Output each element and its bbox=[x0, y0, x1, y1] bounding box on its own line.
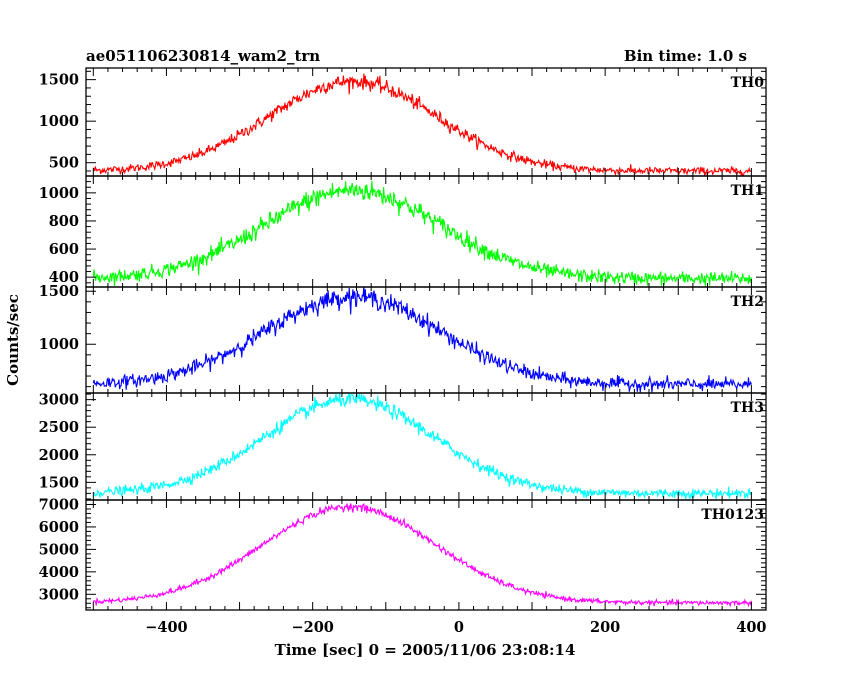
x-axis-label: Time [sec] 0 = 2005/11/06 23:08:14 bbox=[275, 641, 576, 659]
panel-frame bbox=[85, 392, 767, 501]
panel-frame bbox=[85, 499, 767, 611]
series-line-th3 bbox=[93, 393, 752, 500]
y-tick-label: 1500 bbox=[39, 283, 79, 300]
y-tick-label: 1000 bbox=[39, 185, 79, 202]
y-tick-label: 500 bbox=[49, 155, 79, 172]
y-tick-label: 800 bbox=[49, 213, 79, 230]
y-tick-label: 1000 bbox=[39, 336, 79, 353]
panel-label-th1: TH1 bbox=[731, 183, 764, 199]
panel-label-th2: TH2 bbox=[731, 294, 764, 310]
chart-title: ae051106230814_wam2_trn bbox=[86, 47, 320, 65]
panel-th3: 1500 2000 2500 3000 TH3 bbox=[39, 392, 767, 501]
panel-label-th3: TH3 bbox=[731, 400, 764, 416]
y-tick-label: 2500 bbox=[39, 419, 79, 436]
y-tick-label: 5000 bbox=[39, 541, 79, 558]
y-tick-label: 4000 bbox=[39, 564, 79, 581]
x-tick-label: 400 bbox=[736, 619, 766, 636]
y-tick-label: 3000 bbox=[39, 586, 79, 603]
y-tick-label: 3000 bbox=[39, 392, 79, 409]
panel-th0: 500 1000 1500 TH0 bbox=[39, 67, 767, 177]
series-line-th2 bbox=[92, 287, 752, 393]
panel-th2: 1000 1500 TH2 bbox=[39, 283, 767, 394]
panel-frame bbox=[85, 286, 767, 394]
y-tick-label: 600 bbox=[49, 241, 79, 258]
panel-frame bbox=[85, 67, 767, 177]
x-tick-label: 0 bbox=[454, 619, 464, 636]
bin-time-label: Bin time: 1.0 s bbox=[624, 47, 747, 65]
y-tick-label: 1000 bbox=[39, 113, 79, 130]
series-line-th0123 bbox=[92, 503, 752, 608]
y-axis-label: Counts/sec bbox=[4, 294, 22, 386]
panel-th0123: 3000 4000 5000 6000 7000 TH0123 bbox=[39, 496, 767, 611]
panel-frame bbox=[85, 175, 767, 288]
y-tick-label: 6000 bbox=[39, 519, 79, 536]
y-tick-label: 400 bbox=[49, 269, 79, 286]
y-tick-label: 1500 bbox=[39, 474, 79, 491]
series-line-th1 bbox=[92, 180, 752, 287]
x-tick-label: 200 bbox=[590, 619, 620, 636]
panel-label-th0: TH0 bbox=[731, 75, 765, 91]
panels-group: 500 1000 1500 TH0 400 600 800 1000 TH1 1000 1500 TH… bbox=[39, 67, 767, 636]
panel-th1: 400 600 800 1000 TH1 bbox=[39, 175, 767, 288]
series-line-th0 bbox=[92, 73, 752, 176]
y-tick-label: 2000 bbox=[39, 447, 79, 464]
y-tick-label: 1500 bbox=[39, 72, 79, 89]
x-tick-label: −200 bbox=[291, 619, 333, 636]
y-tick-label: 7000 bbox=[39, 496, 79, 513]
panel-label-th0123: TH0123 bbox=[701, 507, 764, 523]
x-tick-label: −400 bbox=[145, 619, 187, 636]
